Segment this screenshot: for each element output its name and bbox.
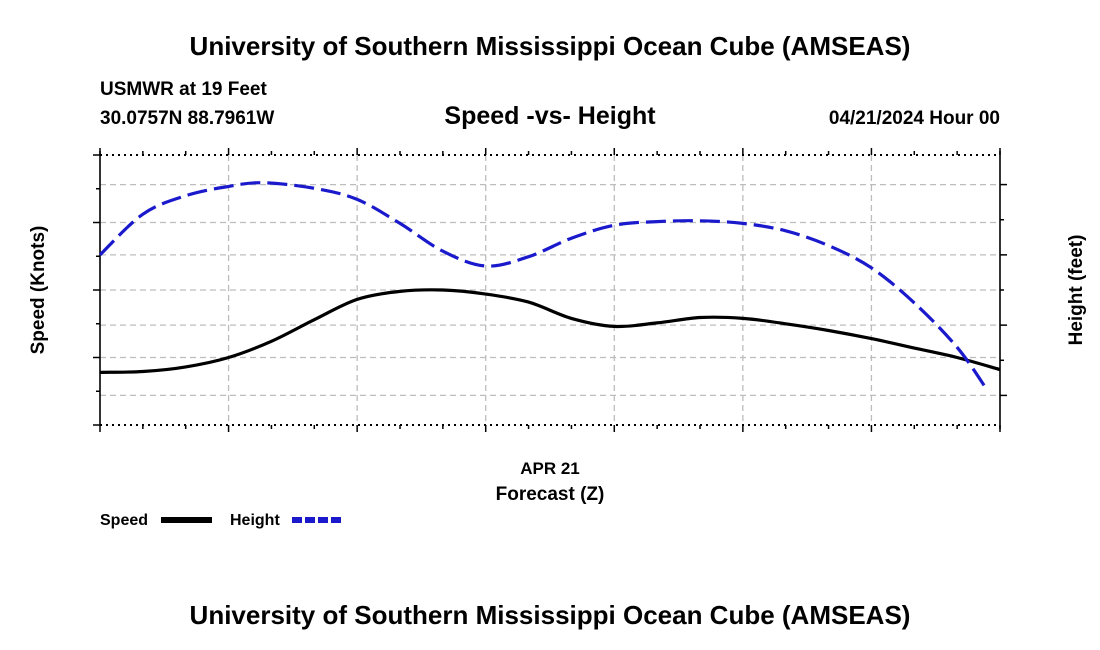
speed-series-line <box>99 288 1001 374</box>
y2-axis-label: Height (feet) <box>1066 235 1087 346</box>
grid-lines <box>100 155 1000 425</box>
x-axis-label: Forecast (Z) <box>496 484 605 505</box>
legend-height-label: Height <box>230 512 280 529</box>
y-axis-label: Speed (Knots) <box>28 226 49 355</box>
datetime-label: 04/21/2024 Hour 00 <box>829 108 1000 129</box>
legend-speed-label: Speed <box>100 512 148 529</box>
height-series-line <box>98 181 989 391</box>
footer-title: University of Southern Mississippi Ocean… <box>190 600 911 630</box>
chart-title: Speed -vs- Height <box>444 102 656 130</box>
main-title: University of Southern Mississippi Ocean… <box>190 31 911 61</box>
coordinates-label: 30.0757N 88.7961W <box>100 108 274 129</box>
legend: Speed Height <box>100 512 342 529</box>
series-lines <box>98 181 1001 391</box>
x-axis-date-label: APR 21 <box>520 459 580 478</box>
axis-ticks <box>93 148 1007 432</box>
station-label: USMWR at 19 Feet <box>100 79 267 100</box>
